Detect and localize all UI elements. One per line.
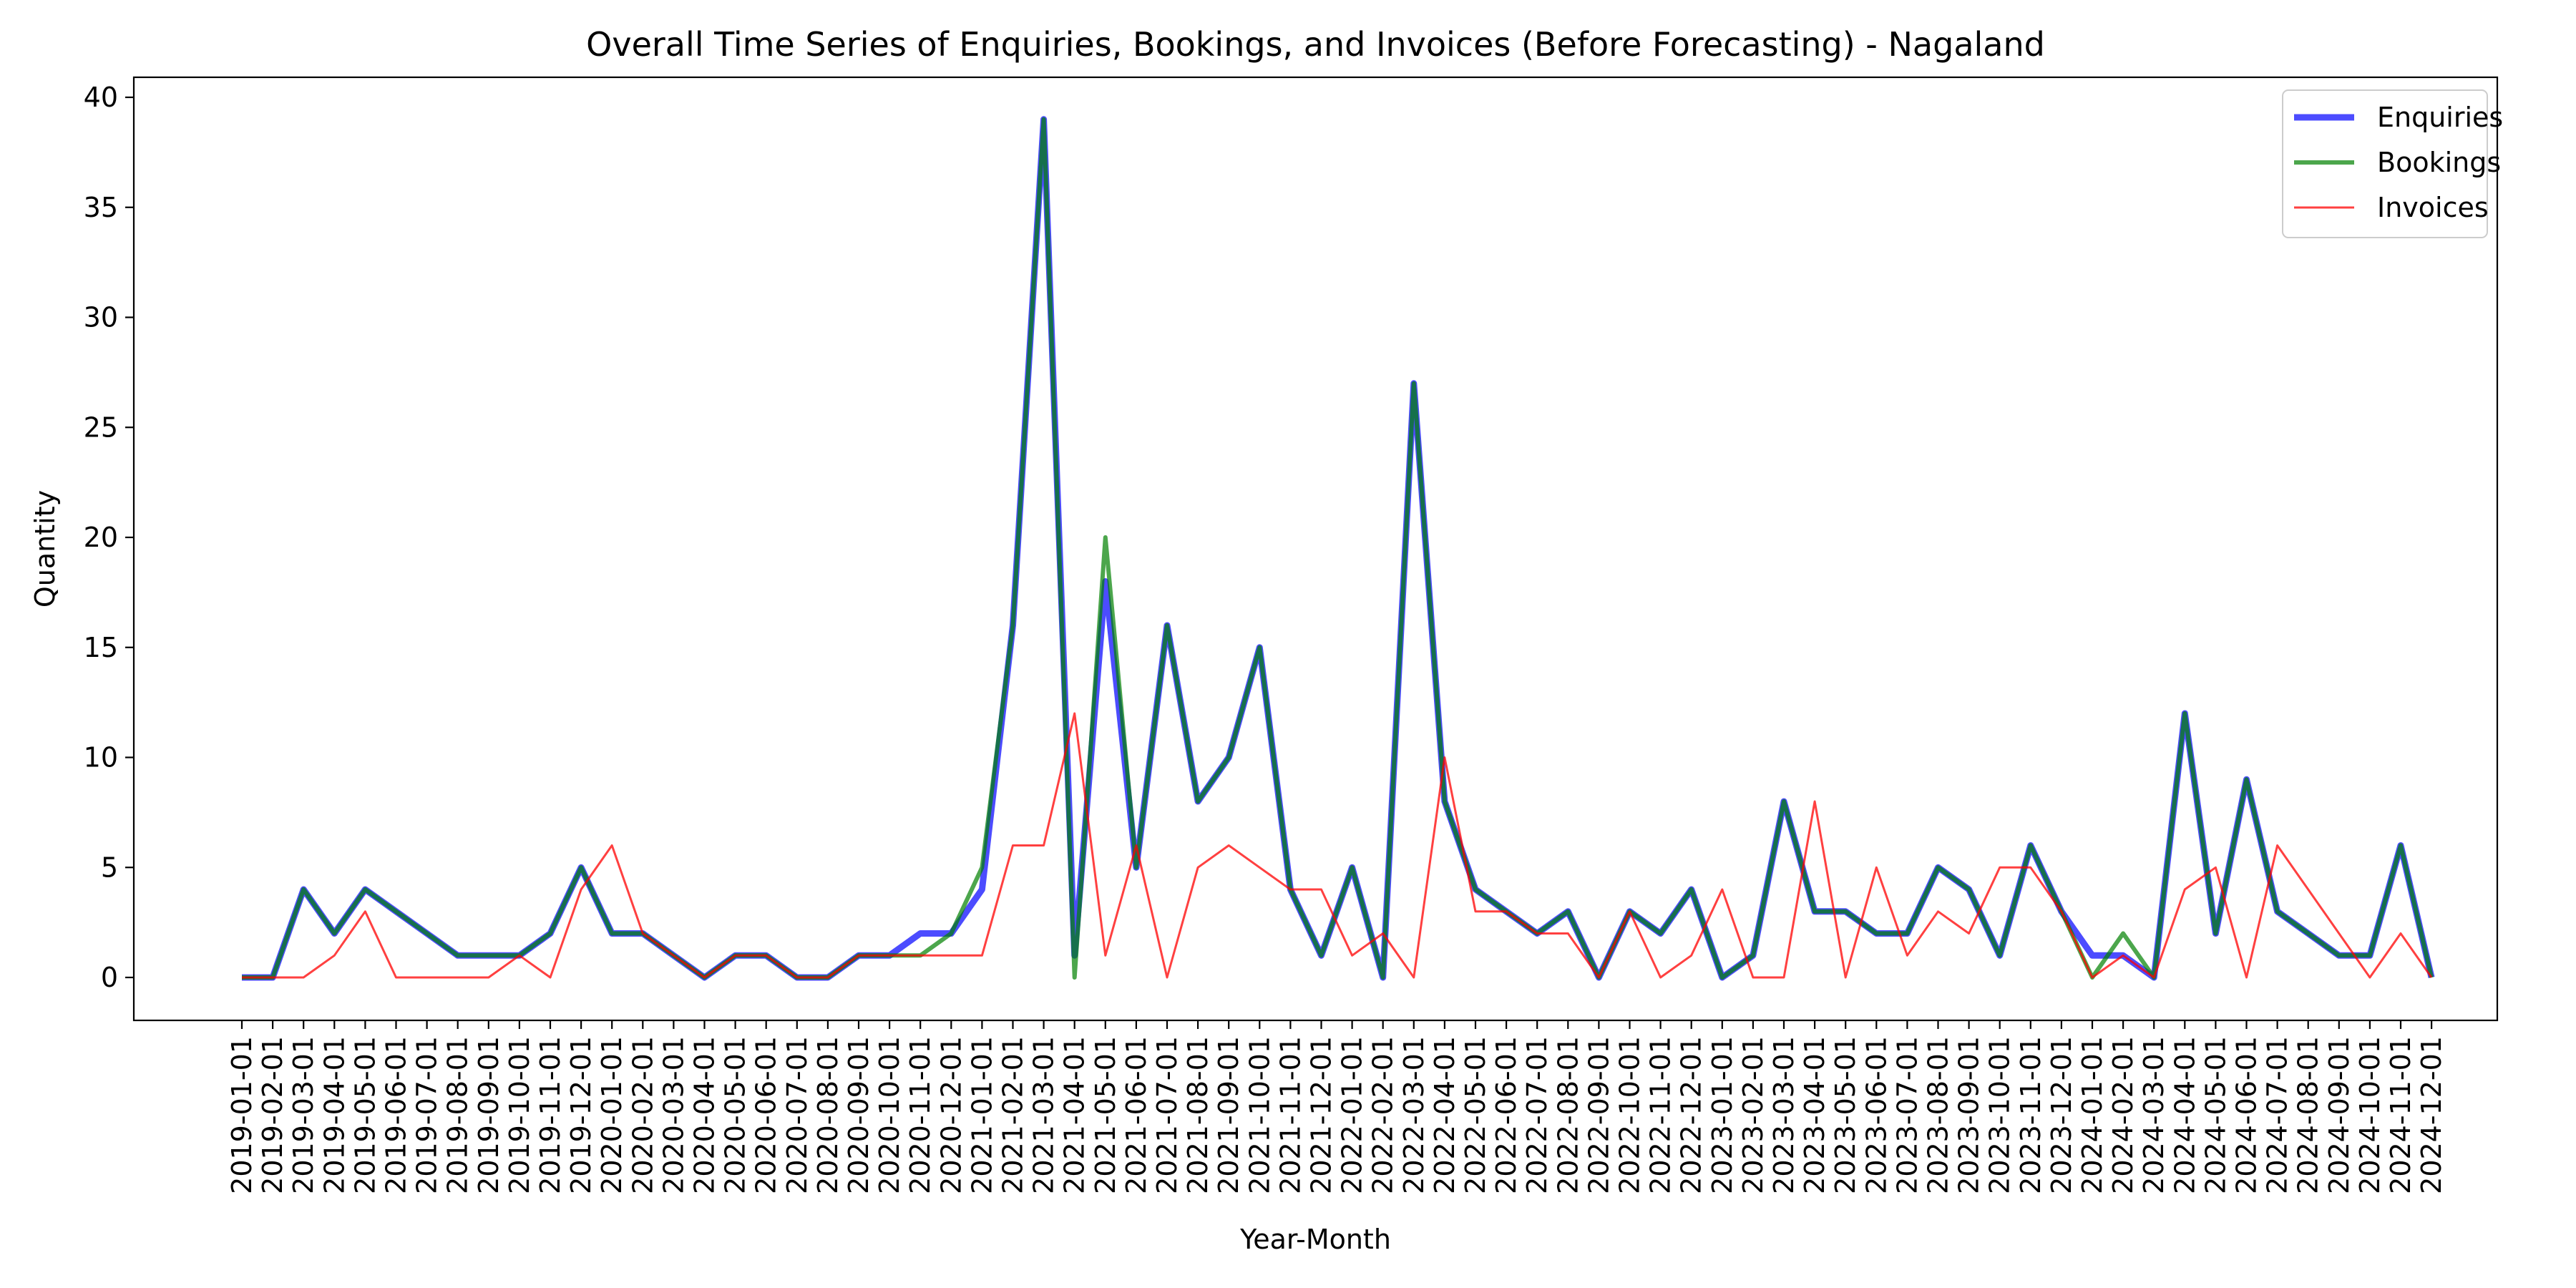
x-tick-label: 2024-06-01 xyxy=(2231,1036,2263,1194)
series-lines xyxy=(242,116,2435,981)
x-tick-label: 2022-02-01 xyxy=(1367,1036,1399,1194)
x-tick-label: 2024-03-01 xyxy=(2138,1036,2170,1194)
x-tick-label: 2020-04-01 xyxy=(689,1036,721,1194)
x-tick-label: 2023-02-01 xyxy=(1737,1036,1769,1194)
x-tick-label: 2024-08-01 xyxy=(2293,1036,2324,1194)
legend-label-invoices: Invoices xyxy=(2377,192,2489,223)
x-tick-label: 2023-07-01 xyxy=(1891,1036,1923,1194)
y-tick-label: 30 xyxy=(84,302,118,333)
x-tick-label: 2019-03-01 xyxy=(288,1036,319,1194)
x-tick-label: 2019-12-01 xyxy=(565,1036,597,1194)
x-tick-label: 2020-07-01 xyxy=(781,1036,813,1194)
legend: Enquiries Bookings Invoices xyxy=(2282,89,2503,238)
x-tick-label: 2021-03-01 xyxy=(1028,1036,1060,1194)
x-tick-label: 2020-03-01 xyxy=(658,1036,689,1194)
x-tick-label: 2024-02-01 xyxy=(2107,1036,2139,1194)
x-tick-label: 2021-11-01 xyxy=(1274,1036,1306,1194)
x-tick-label: 2023-09-01 xyxy=(1953,1036,1985,1194)
x-tick-label: 2019-08-01 xyxy=(442,1036,474,1194)
x-tick-label: 2023-11-01 xyxy=(2015,1036,2046,1194)
x-tick-label: 2019-07-01 xyxy=(411,1036,443,1194)
plot-frame xyxy=(132,76,2499,1022)
x-tick-label: 2023-01-01 xyxy=(1707,1036,1738,1194)
legend-label-enquiries: Enquiries xyxy=(2377,102,2503,133)
x-tick-label: 2022-03-01 xyxy=(1398,1036,1430,1194)
x-tick-label: 2019-06-01 xyxy=(381,1036,412,1194)
x-tick-label: 2023-05-01 xyxy=(1830,1036,1861,1194)
x-axis: 2019-01-01 2019-02-01 2019-03-01 2019-04-01… xyxy=(226,1020,2447,1194)
x-tick-label: 2021-10-01 xyxy=(1244,1036,1275,1194)
x-tick-label: 2021-08-01 xyxy=(1182,1036,1214,1194)
x-tick-label: 2022-12-01 xyxy=(1676,1036,1707,1194)
x-tick-label: 2023-10-01 xyxy=(1984,1036,2016,1194)
x-tick-label: 2021-02-01 xyxy=(997,1036,1029,1194)
x-tick-label: 2022-04-01 xyxy=(1429,1036,1460,1194)
x-tick-label: 2024-05-01 xyxy=(2200,1036,2231,1194)
x-tick-label: 2024-10-01 xyxy=(2354,1036,2386,1194)
x-tick-label: 2020-12-01 xyxy=(935,1036,967,1194)
x-tick-label: 2024-11-01 xyxy=(2385,1036,2416,1194)
x-tick-label: 2023-04-01 xyxy=(1799,1036,1830,1194)
x-tick-label: 2024-07-01 xyxy=(2262,1036,2293,1194)
y-tick-label: 20 xyxy=(84,522,118,553)
x-tick-label: 2020-08-01 xyxy=(812,1036,844,1194)
chart-title: Overall Time Series of Enquiries, Bookin… xyxy=(586,25,2045,64)
x-tick-label: 2020-05-01 xyxy=(720,1036,751,1194)
x-tick-label: 2021-04-01 xyxy=(1059,1036,1091,1194)
x-tick-label: 2020-11-01 xyxy=(904,1036,936,1194)
series-line-bookings xyxy=(242,117,2434,980)
x-tick-label: 2020-01-01 xyxy=(596,1036,628,1194)
x-tick-label: 2021-01-01 xyxy=(966,1036,997,1194)
y-tick-label: 0 xyxy=(101,962,118,993)
x-tick-label: 2021-12-01 xyxy=(1306,1036,1337,1194)
y-axis: 0 5 10 15 20 25 30 35 40 xyxy=(84,82,134,993)
x-tick-label: 2023-03-01 xyxy=(1768,1036,1800,1194)
x-tick-label: 2020-06-01 xyxy=(751,1036,782,1194)
y-tick-label: 35 xyxy=(84,192,118,223)
x-tick-label: 2024-01-01 xyxy=(2077,1036,2108,1194)
x-tick-label: 2020-02-01 xyxy=(627,1036,658,1194)
x-tick-label: 2019-01-01 xyxy=(226,1036,258,1194)
x-tick-label: 2019-10-01 xyxy=(504,1036,535,1194)
x-tick-label: 2019-09-01 xyxy=(473,1036,504,1194)
x-tick-label: 2019-11-01 xyxy=(535,1036,566,1194)
series-line-enquiries xyxy=(242,116,2435,981)
x-tick-label: 2021-09-01 xyxy=(1213,1036,1244,1194)
x-tick-label: 2024-12-01 xyxy=(2416,1036,2447,1194)
x-tick-label: 2022-06-01 xyxy=(1491,1036,1522,1194)
y-tick-label: 40 xyxy=(84,82,118,113)
legend-label-bookings: Bookings xyxy=(2377,147,2501,178)
x-tick-label: 2020-10-01 xyxy=(874,1036,905,1194)
x-tick-label: 2022-07-01 xyxy=(1521,1036,1553,1194)
x-tick-label: 2019-02-01 xyxy=(257,1036,288,1194)
y-tick-label: 25 xyxy=(84,411,118,443)
x-tick-label: 2023-06-01 xyxy=(1860,1036,1892,1194)
x-tick-label: 2021-07-01 xyxy=(1151,1036,1183,1194)
x-tick-label: 2019-05-01 xyxy=(349,1036,381,1194)
x-tick-label: 2021-05-01 xyxy=(1090,1036,1121,1194)
x-tick-label: 2023-08-01 xyxy=(1923,1036,1954,1194)
x-tick-label: 2024-09-01 xyxy=(2323,1036,2355,1194)
x-tick-label: 2022-09-01 xyxy=(1583,1036,1614,1194)
x-tick-label: 2022-10-01 xyxy=(1614,1036,1646,1194)
x-tick-label: 2023-12-01 xyxy=(2046,1036,2077,1194)
legend-items: Enquiries Bookings Invoices xyxy=(2294,102,2503,223)
x-tick-label: 2022-11-01 xyxy=(1645,1036,1677,1194)
x-axis-label: Year-Month xyxy=(1239,1224,1391,1255)
x-tick-label: 2020-09-01 xyxy=(843,1036,874,1194)
y-tick-label: 10 xyxy=(84,742,118,774)
y-tick-label: 5 xyxy=(101,852,118,883)
y-tick-label: 15 xyxy=(84,632,118,663)
x-tick-label: 2021-06-01 xyxy=(1121,1036,1152,1194)
x-tick-label: 2024-04-01 xyxy=(2169,1036,2200,1194)
y-axis-label: Quantity xyxy=(29,490,61,608)
x-tick-label: 2019-04-01 xyxy=(318,1036,350,1194)
x-tick-label: 2022-01-01 xyxy=(1337,1036,1368,1194)
series-line-invoices xyxy=(242,712,2433,979)
x-tick-label: 2022-08-01 xyxy=(1552,1036,1584,1194)
legend-box xyxy=(2282,89,2488,238)
x-tick-label: 2022-05-01 xyxy=(1460,1036,1491,1194)
